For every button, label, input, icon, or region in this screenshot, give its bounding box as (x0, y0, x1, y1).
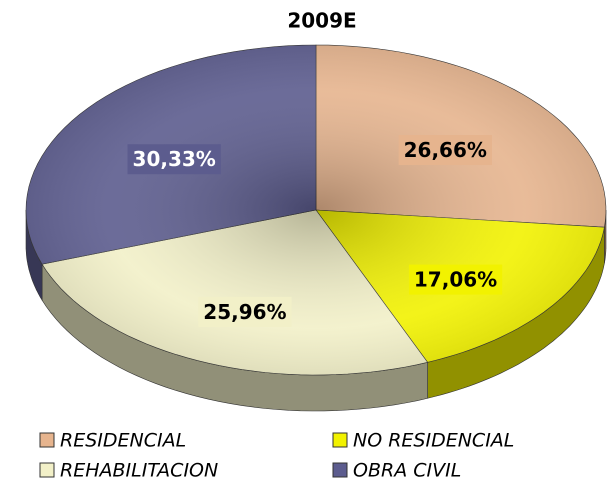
chart-title: 2009E (287, 9, 356, 33)
data-label: 26,66% (404, 138, 487, 162)
legend-swatch (39, 432, 55, 448)
legend-label: NO RESIDENCIAL (353, 430, 514, 452)
legend-label: OBRA CIVIL (353, 460, 461, 482)
data-label: 25,96% (203, 300, 286, 324)
legend-label: RESIDENCIAL (60, 430, 186, 452)
legend-swatch (39, 462, 55, 478)
data-label-bg (398, 135, 492, 166)
data-label-bg (127, 144, 221, 175)
legend-label: REHABILITACION (60, 460, 218, 482)
data-label: 30,33% (133, 147, 216, 171)
legend-swatch (332, 462, 348, 478)
data-label: 17,06% (414, 268, 497, 292)
data-label-bg (408, 264, 503, 295)
legend-swatch (332, 432, 348, 448)
data-label-bg (198, 296, 292, 327)
